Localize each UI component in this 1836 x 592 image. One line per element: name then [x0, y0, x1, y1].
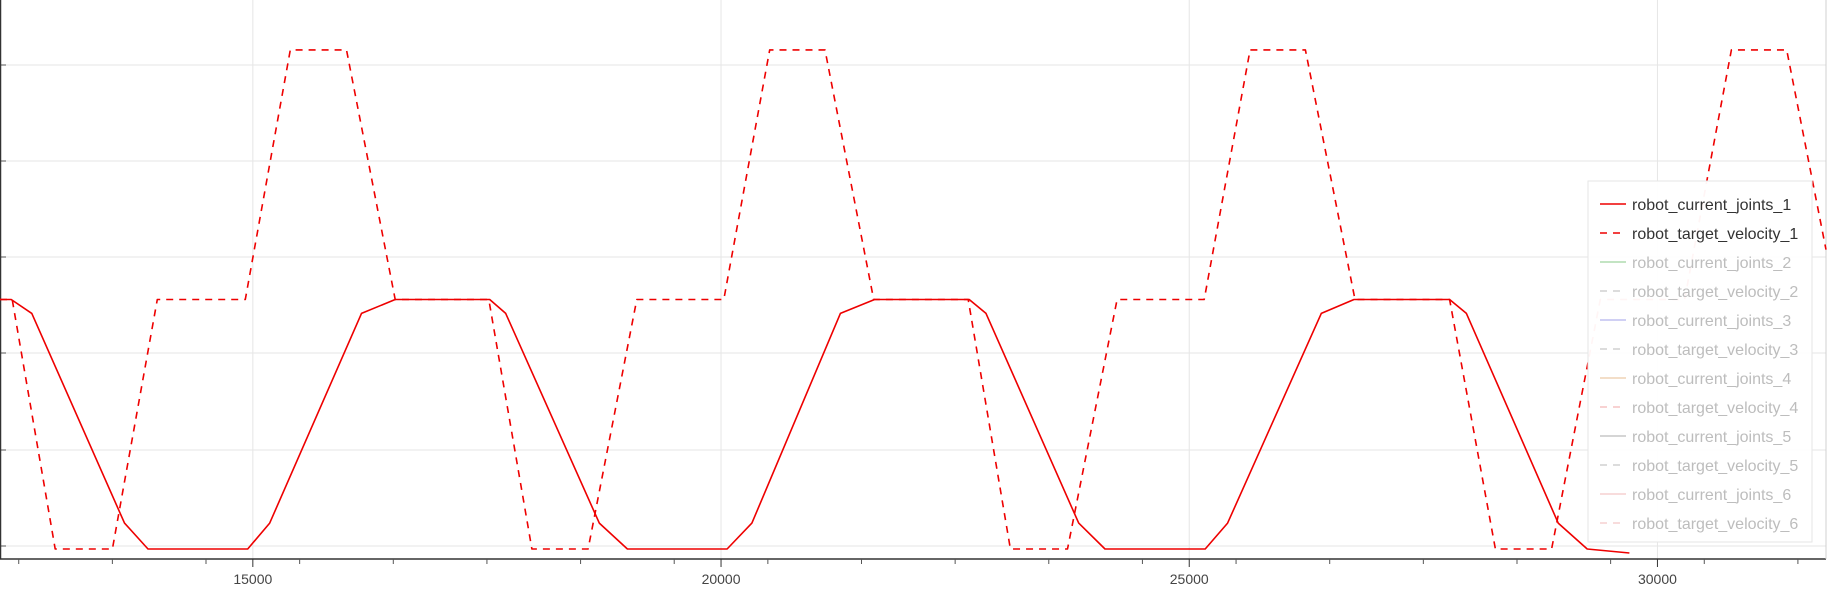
legend-label-11[interactable]: robot_current_joints_6 [1632, 487, 1791, 504]
x-tick-label: 25000 [1170, 571, 1209, 587]
legend-box [1587, 180, 1813, 543]
x-tick-label: 20000 [702, 571, 741, 587]
legend-label-12[interactable]: robot_target_velocity_6 [1632, 516, 1798, 533]
grid-lines [0, 0, 1826, 559]
series-line-1 [0, 298, 1630, 554]
legend-label-4[interactable]: robot_target_velocity_2 [1632, 284, 1798, 301]
legend-label-8[interactable]: robot_target_velocity_4 [1632, 400, 1798, 417]
legend-label-2[interactable]: robot_target_velocity_1 [1632, 226, 1798, 243]
legend-label-5[interactable]: robot_current_joints_3 [1632, 313, 1791, 330]
legend-label-10[interactable]: robot_target_velocity_5 [1632, 458, 1798, 475]
series-lines [0, 49, 1827, 554]
series-line-2 [0, 49, 1827, 550]
legend-label-7[interactable]: robot_current_joints_4 [1632, 371, 1791, 388]
legend-label-6[interactable]: robot_target_velocity_3 [1632, 342, 1798, 359]
legend-label-3[interactable]: robot_current_joints_2 [1632, 255, 1791, 272]
legend[interactable]: robot_current_joints_1 robot_target_veloc… [1587, 180, 1813, 543]
legend-label-1[interactable]: robot_current_joints_1 [1632, 197, 1791, 214]
x-tick-label: 15000 [233, 571, 272, 587]
legend-label-9[interactable]: robot_current_joints_5 [1632, 429, 1791, 446]
x-tick-label: 30000 [1638, 571, 1677, 587]
